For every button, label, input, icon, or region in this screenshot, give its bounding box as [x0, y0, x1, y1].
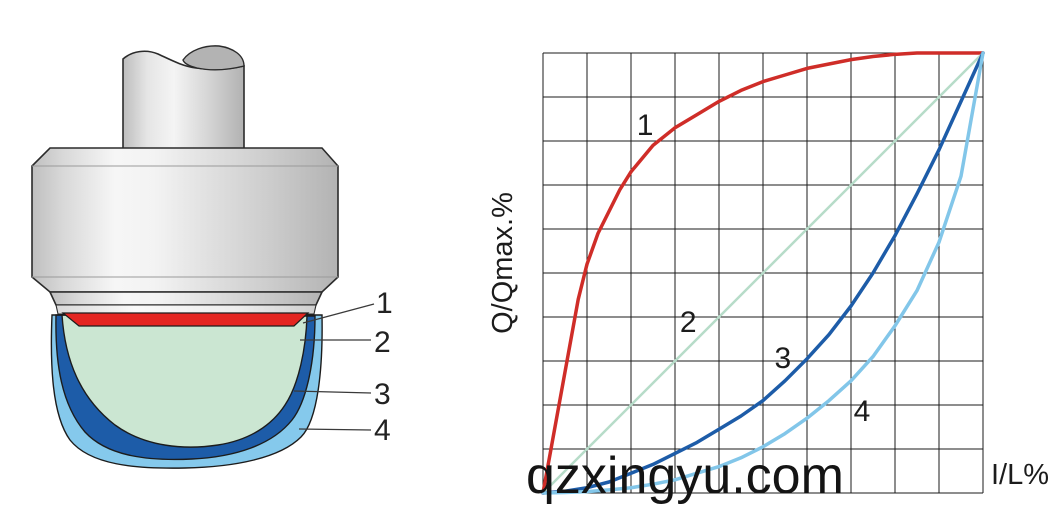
curve-1 — [541, 51, 985, 495]
curve-3 — [541, 51, 985, 495]
x-axis-label: I/L% — [991, 459, 1049, 491]
figure-label-2: 2 — [374, 326, 391, 359]
y-axis-label: Q/Qmax.% — [487, 192, 519, 334]
curve-2 — [541, 51, 985, 495]
curve-label-4: 4 — [854, 395, 871, 428]
figure-label-4: 4 — [374, 414, 391, 447]
curve-4 — [541, 51, 985, 495]
figure-label-1: 1 — [376, 287, 393, 320]
curve-label-2: 2 — [680, 306, 697, 339]
stem-cut-face — [182, 45, 245, 71]
plug-profile-1-red — [61, 312, 310, 327]
curves: 1 2 3 4 — [541, 51, 985, 495]
leader-4 — [298, 428, 372, 431]
plug-profile-2-green — [61, 314, 308, 448]
seat-band — [55, 304, 317, 315]
leader-1 — [302, 303, 375, 324]
figure-label-3: 3 — [374, 378, 391, 411]
curve-label-3: 3 — [774, 342, 791, 375]
curve-label-1: 1 — [637, 109, 654, 142]
watermark: qzxingyu.com — [526, 447, 844, 505]
leader-3 — [293, 390, 372, 394]
